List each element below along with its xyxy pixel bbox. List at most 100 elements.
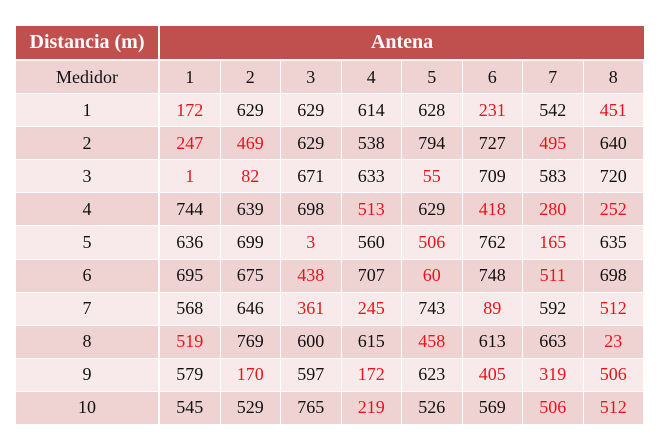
value-cell: 727 — [462, 127, 523, 161]
value-cell: 280 — [523, 193, 584, 227]
antenna-col-header: 8 — [583, 61, 645, 95]
value-cell: 636 — [160, 226, 221, 260]
value-cell: 597 — [281, 358, 342, 392]
value-cell: 89 — [462, 292, 523, 326]
value-cell: 245 — [341, 292, 402, 326]
value-cell: 698 — [281, 193, 342, 227]
value-cell: 640 — [583, 127, 645, 161]
value-cell: 538 — [341, 127, 402, 161]
value-cell: 629 — [281, 94, 342, 128]
value-cell: 405 — [462, 358, 523, 392]
table-row: 2 247 469 629 538 794 727 495 640 — [16, 127, 645, 161]
subheader-medidor: Medidor — [16, 61, 160, 95]
value-cell: 170 — [220, 358, 281, 392]
value-cell: 709 — [462, 160, 523, 194]
table-body: Medidor 1 2 3 4 5 6 7 8 1 172 629 629 614 628… — [16, 61, 645, 426]
value-cell: 748 — [462, 259, 523, 293]
antenna-col-header: 6 — [462, 61, 523, 95]
value-cell: 560 — [341, 226, 402, 260]
value-cell: 639 — [220, 193, 281, 227]
table-row: 8 519 769 600 615 458 613 663 23 — [16, 325, 645, 359]
value-cell: 698 — [583, 259, 645, 293]
value-cell: 506 — [583, 358, 645, 392]
distance-cell: 7 — [16, 292, 160, 326]
value-cell: 569 — [462, 391, 523, 426]
value-cell: 600 — [281, 325, 342, 359]
value-cell: 695 — [160, 259, 221, 293]
value-cell: 720 — [583, 160, 645, 194]
value-cell: 663 — [523, 325, 584, 359]
table-row: 10 545 529 765 219 526 569 506 512 — [16, 391, 645, 426]
value-cell: 675 — [220, 259, 281, 293]
table-row: 1 172 629 629 614 628 231 542 451 — [16, 94, 645, 128]
value-cell: 583 — [523, 160, 584, 194]
value-cell: 633 — [341, 160, 402, 194]
value-cell: 629 — [220, 94, 281, 128]
value-cell: 172 — [160, 94, 221, 128]
value-cell: 629 — [402, 193, 463, 227]
value-cell: 762 — [462, 226, 523, 260]
value-cell: 769 — [220, 325, 281, 359]
value-cell: 247 — [160, 127, 221, 161]
table-row: 3 1 82 671 633 55 709 583 720 — [16, 160, 645, 194]
value-cell: 542 — [523, 94, 584, 128]
antenna-col-header: 3 — [281, 61, 342, 95]
value-cell: 506 — [523, 391, 584, 426]
table-row: 9 579 170 597 172 623 405 319 506 — [16, 358, 645, 392]
value-cell: 469 — [220, 127, 281, 161]
table-row: 6 695 675 438 707 60 748 511 698 — [16, 259, 645, 293]
value-cell: 55 — [402, 160, 463, 194]
data-table: Distancia (m) Antena Medidor 1 2 3 4 5 6… — [16, 26, 645, 426]
value-cell: 506 — [402, 226, 463, 260]
value-cell: 512 — [583, 391, 645, 426]
header-antenna: Antena — [160, 26, 645, 61]
subheader-row: Medidor 1 2 3 4 5 6 7 8 — [16, 61, 645, 95]
table-row: 4 744 639 698 513 629 418 280 252 — [16, 193, 645, 227]
value-cell: 219 — [341, 391, 402, 426]
antenna-col-header: 5 — [402, 61, 463, 95]
value-cell: 361 — [281, 292, 342, 326]
antenna-col-header: 7 — [523, 61, 584, 95]
value-cell: 172 — [341, 358, 402, 392]
value-cell: 82 — [220, 160, 281, 194]
value-cell: 744 — [160, 193, 221, 227]
value-cell: 60 — [402, 259, 463, 293]
distance-cell: 1 — [16, 94, 160, 128]
antenna-col-header: 4 — [341, 61, 402, 95]
value-cell: 545 — [160, 391, 221, 426]
distance-cell: 9 — [16, 358, 160, 392]
value-cell: 529 — [220, 391, 281, 426]
value-cell: 526 — [402, 391, 463, 426]
distance-cell: 4 — [16, 193, 160, 227]
value-cell: 615 — [341, 325, 402, 359]
value-cell: 623 — [402, 358, 463, 392]
value-cell: 743 — [402, 292, 463, 326]
value-cell: 252 — [583, 193, 645, 227]
value-cell: 646 — [220, 292, 281, 326]
value-cell: 707 — [341, 259, 402, 293]
table-row: 5 636 699 3 560 506 762 165 635 — [16, 226, 645, 260]
value-cell: 418 — [462, 193, 523, 227]
distance-cell: 10 — [16, 391, 160, 426]
value-cell: 671 — [281, 160, 342, 194]
antenna-col-header: 2 — [220, 61, 281, 95]
value-cell: 699 — [220, 226, 281, 260]
distance-cell: 2 — [16, 127, 160, 161]
value-cell: 1 — [160, 160, 221, 194]
value-cell: 579 — [160, 358, 221, 392]
value-cell: 231 — [462, 94, 523, 128]
value-cell: 568 — [160, 292, 221, 326]
value-cell: 495 — [523, 127, 584, 161]
value-cell: 794 — [402, 127, 463, 161]
value-cell: 513 — [341, 193, 402, 227]
distance-cell: 6 — [16, 259, 160, 293]
value-cell: 629 — [281, 127, 342, 161]
value-cell: 23 — [583, 325, 645, 359]
value-cell: 613 — [462, 325, 523, 359]
header-row: Distancia (m) Antena — [16, 26, 645, 61]
value-cell: 458 — [402, 325, 463, 359]
value-cell: 511 — [523, 259, 584, 293]
value-cell: 3 — [281, 226, 342, 260]
header-distance: Distancia (m) — [16, 26, 160, 61]
distance-cell: 3 — [16, 160, 160, 194]
